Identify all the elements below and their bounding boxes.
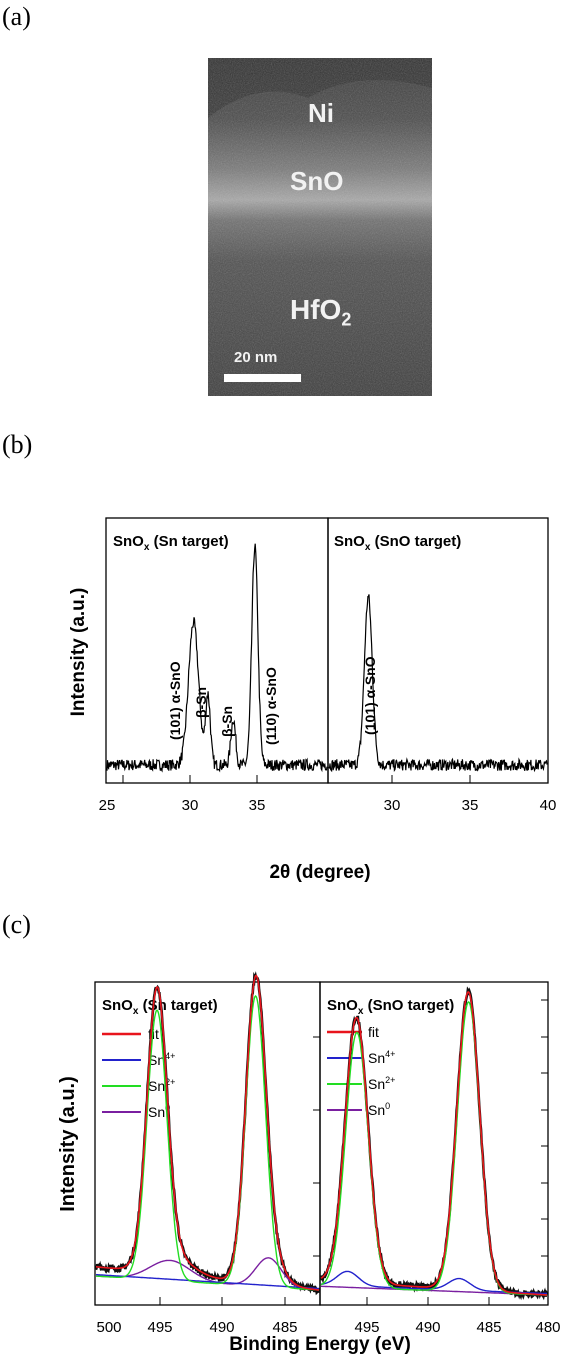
- xrd-xtick-30-left: 30: [182, 797, 199, 814]
- xps-chart: Intensity (a.u.) Binding Energy (eV) SnO…: [57, 971, 561, 1355]
- xrd-y-axis-label: Intensity (a.u.): [68, 588, 89, 717]
- xps-xtick-485-left: 485: [272, 1319, 297, 1336]
- xps-xtick-490-right: 490: [415, 1319, 440, 1336]
- panel-a-label: (a): [2, 2, 31, 31]
- panel-b-label: (b): [2, 430, 33, 459]
- xps-xtick-495-right: 495: [354, 1319, 379, 1336]
- xps-xtick-500: 500: [96, 1319, 121, 1336]
- xps-xtick-485-right: 485: [476, 1319, 501, 1336]
- xps-left-raw-data: [94, 971, 321, 1296]
- xps-y-axis-label: Intensity (a.u.): [57, 1076, 79, 1212]
- xrd-peak-label-101-left: (101) α-SnO: [167, 661, 183, 740]
- xrd-peak-label-beta-sn-2: β-Sn: [219, 706, 235, 737]
- xrd-xtick-35-right: 35: [462, 797, 479, 814]
- xps-x-axis-label: Binding Energy (eV): [229, 1334, 411, 1355]
- scale-bar: [224, 374, 301, 382]
- xps-left-legend: fit Sn4+ Sn2+ Sn0: [102, 1026, 175, 1120]
- legend-sn2-label-left: Sn2+: [148, 1077, 175, 1094]
- scale-bar-label: 20 nm: [234, 349, 278, 366]
- xps-ticks: [159, 999, 548, 1305]
- xrd-right-series: [328, 594, 548, 773]
- xrd-peak-label-110: (110) α-SnO: [263, 667, 279, 745]
- tem-micrograph: [208, 58, 432, 396]
- xrd-x-ticks: [122, 517, 471, 783]
- xps-xtick-490-left: 490: [209, 1319, 234, 1336]
- xrd-chart: Intensity (a.u.) 2θ (degree) SnOx (Sn ta…: [68, 517, 557, 883]
- xps-right-sn2-curve: [320, 1001, 547, 1296]
- xrd-right-title: SnOx (SnO target): [334, 533, 461, 553]
- legend-sn4-label-left: Sn4+: [148, 1051, 175, 1068]
- legend-fit-label-left: fit: [148, 1026, 159, 1042]
- xps-left-sn4-curve: [95, 1273, 320, 1290]
- xrd-peak-label-beta-sn-1: β-Sn: [193, 687, 209, 718]
- xps-left-frame: [94, 981, 321, 1306]
- xps-right-title: SnOx (SnO target): [327, 997, 454, 1017]
- legend-sn4-label-right: Sn4+: [368, 1049, 395, 1066]
- xps-left-sn0-curve: [96, 1257, 320, 1291]
- xrd-xtick-25: 25: [99, 797, 116, 814]
- layer-ni-label: Ni: [308, 98, 334, 128]
- xrd-left-series: [106, 543, 328, 773]
- tem-image: Ni SnO HfO2 20 nm: [208, 58, 432, 396]
- xps-xtick-495-left: 495: [147, 1319, 172, 1336]
- legend-fit-label-right: fit: [368, 1024, 379, 1040]
- xrd-xtick-30-right: 30: [384, 797, 401, 814]
- xps-left-fit-curve: [96, 974, 320, 1291]
- layer-hfo2-label: HfO2: [290, 294, 352, 330]
- layer-sno-label: SnO: [290, 166, 344, 196]
- panel-c-label: (c): [2, 910, 31, 939]
- xrd-left-frame: [105, 517, 329, 784]
- legend-sn0-label-right: Sn0: [368, 1101, 390, 1118]
- xrd-xtick-35-left: 35: [249, 797, 266, 814]
- xps-right-fit-curve: [320, 991, 547, 1296]
- xrd-xtick-40: 40: [540, 797, 557, 814]
- xrd-x-axis-label: 2θ (degree): [269, 862, 370, 883]
- xrd-left-title: SnOx (Sn target): [113, 533, 229, 553]
- legend-sn2-label-right: Sn2+: [368, 1075, 395, 1092]
- xps-left-sn2-curve: [96, 995, 319, 1291]
- xrd-right-frame: [327, 517, 549, 784]
- xps-xtick-480: 480: [535, 1319, 560, 1336]
- xps-right-frame: [319, 981, 549, 1306]
- xps-right-legend: fit Sn4+ Sn2+ Sn0: [327, 1024, 395, 1118]
- xps-left-title: SnOx (Sn target): [102, 997, 218, 1017]
